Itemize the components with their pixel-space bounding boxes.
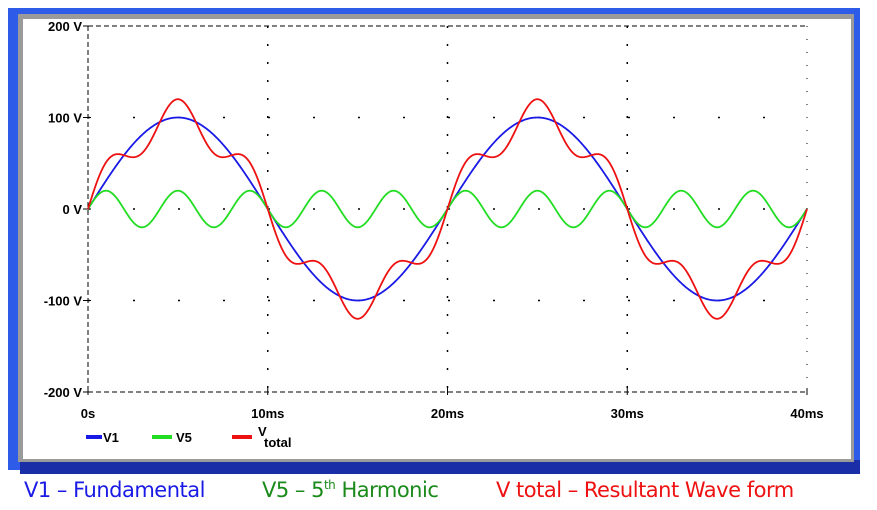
y-tick-label: -100 V [44, 294, 83, 309]
x-tick-label: 10ms [251, 406, 284, 421]
y-tick-label: 0 V [62, 202, 82, 217]
legend-label: V1 [103, 430, 119, 445]
legend-label: V [258, 424, 267, 439]
caption-v1: V1 – Fundamental [24, 478, 205, 502]
x-tick-label: 0s [81, 406, 95, 421]
caption-v5-text: V5 – 5 [262, 478, 324, 502]
chart-frame-shadow [20, 460, 860, 474]
caption-v5-post: Harmonic [335, 478, 439, 502]
series-line-vtotal [87, 98, 808, 320]
caption-v5: V5 – 5th Harmonic [262, 478, 439, 502]
y-tick-label: -200 V [44, 385, 83, 400]
y-tick-label: 100 V [48, 111, 82, 126]
legend-label: V5 [176, 430, 192, 445]
x-tick-label: 30ms [611, 406, 644, 421]
legend-label-subscript: total [264, 435, 291, 450]
caption-vtotal: V total – Resultant Wave form [496, 478, 794, 502]
x-tick-label: 20ms [431, 406, 464, 421]
caption-v5-sup: th [323, 478, 336, 492]
y-tick-label: 200 V [48, 19, 82, 34]
x-tick-label: 40ms [790, 406, 823, 421]
